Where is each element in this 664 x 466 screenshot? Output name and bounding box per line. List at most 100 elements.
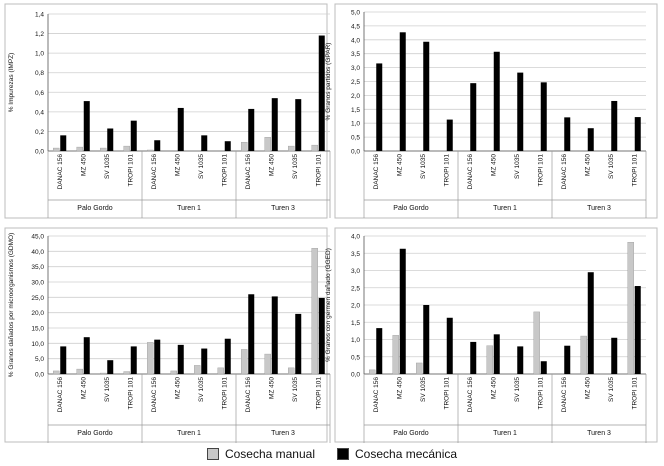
bar-mechanical	[399, 32, 406, 151]
bar-mechanical	[470, 341, 477, 374]
bar-mechanical	[470, 83, 477, 151]
bar-mechanical	[493, 51, 500, 152]
bar-mechanical	[517, 346, 524, 374]
x-tick-label: TROPI 101	[443, 377, 450, 410]
group-label: Turen 3	[271, 430, 295, 437]
x-tick-label: SV 1035	[608, 154, 615, 179]
bar-mechanical	[376, 63, 383, 151]
x-tick-label: SV 1035	[514, 154, 521, 179]
y-axis-title: % Granos con germen dañado (GGED)	[325, 248, 332, 362]
panel-frame	[334, 3, 658, 219]
x-tick-label: MZ 450	[396, 377, 403, 399]
x-tick-label: TROPI 101	[315, 377, 322, 410]
bar-mechanical	[564, 345, 571, 374]
bar-mechanical	[611, 337, 618, 374]
y-tick-label: 5,0	[35, 356, 44, 363]
legend-swatch-mech	[337, 448, 349, 460]
bar-mechanical	[154, 140, 161, 151]
y-tick-label: 3,0	[351, 65, 360, 72]
legend: Cosecha manual Cosecha mecánica	[0, 447, 664, 461]
bar-manual	[147, 149, 154, 152]
x-tick-label: MZ 450	[490, 377, 497, 399]
bar-mechanical	[154, 339, 161, 374]
group-label: Turen 3	[587, 430, 611, 437]
y-tick-label: 30,0	[31, 280, 44, 287]
x-tick-label: DANAC 156	[151, 377, 158, 413]
bar-mechanical	[295, 99, 302, 151]
legend-item-mech: Cosecha mecánica	[337, 447, 457, 461]
bar-mechanical	[517, 72, 524, 151]
y-tick-label: 0,0	[351, 372, 360, 379]
bar-manual	[533, 311, 540, 375]
y-tick-label: 10,0	[31, 341, 44, 348]
x-tick-label: DANAC 156	[245, 154, 252, 190]
x-tick-label: TROPI 101	[631, 154, 638, 187]
bar-manual	[486, 345, 493, 375]
group-label: Turen 1	[177, 430, 201, 437]
y-tick-label: 4,0	[351, 37, 360, 44]
bar-mechanical	[248, 294, 255, 374]
group-label: Palo Gordo	[393, 205, 429, 212]
bar-mechanical	[224, 141, 231, 151]
y-tick-label: 0,5	[351, 354, 360, 361]
bar-mechanical	[271, 296, 278, 374]
x-tick-label: SV 1035	[104, 154, 111, 179]
y-axis-title: % Impurezas (IMPZ)	[8, 53, 15, 113]
bar-manual	[264, 137, 271, 152]
x-tick-label: DANAC 156	[151, 154, 158, 190]
y-tick-label: 1,5	[351, 320, 360, 327]
bar-mechanical	[318, 35, 325, 151]
x-tick-label: TROPI 101	[537, 154, 544, 187]
group-label: Turen 1	[493, 205, 517, 212]
y-tick-label: 0,2	[35, 129, 44, 136]
x-tick-label: DANAC 156	[373, 154, 380, 190]
legend-item-manual: Cosecha manual	[206, 447, 315, 461]
x-tick-label: TROPI 101	[443, 154, 450, 187]
x-tick-label: TROPI 101	[221, 377, 228, 410]
bar-manual	[53, 370, 60, 375]
bar-mechanical	[564, 117, 571, 151]
bar-manual	[241, 349, 248, 375]
bar-mechanical	[634, 286, 641, 374]
y-tick-label: 40,0	[31, 249, 44, 256]
x-tick-label: SV 1035	[514, 377, 521, 402]
x-tick-label: SV 1035	[420, 154, 427, 179]
y-tick-label: 25,0	[31, 295, 44, 302]
bar-manual	[194, 365, 201, 375]
bar-mechanical	[60, 346, 67, 374]
x-tick-label: DANAC 156	[373, 377, 380, 413]
y-tick-label: 2,0	[351, 93, 360, 100]
bar-manual	[416, 362, 423, 375]
bar-mechanical	[201, 348, 208, 374]
bar-manual	[147, 342, 154, 375]
group-label: Turen 1	[493, 430, 517, 437]
legend-swatch-manual	[206, 448, 219, 460]
x-tick-label: DANAC 156	[467, 154, 474, 190]
bar-mechanical	[177, 344, 184, 374]
bar-mechanical	[634, 117, 641, 151]
y-tick-label: 20,0	[31, 310, 44, 317]
y-tick-label: 45,0	[31, 234, 44, 241]
bar-manual	[311, 248, 318, 375]
bar-mechanical	[130, 346, 137, 374]
y-tick-label: 2,5	[351, 79, 360, 86]
y-tick-label: 4,0	[351, 234, 360, 241]
x-tick-label: MZ 450	[174, 377, 181, 399]
bar-mechanical	[423, 305, 430, 374]
y-tick-label: 15,0	[31, 326, 44, 333]
y-tick-label: 0,5	[351, 135, 360, 142]
x-tick-label: TROPI 101	[537, 377, 544, 410]
x-tick-label: MZ 450	[174, 154, 181, 176]
bar-mechanical	[201, 135, 208, 151]
bar-manual	[311, 144, 318, 152]
y-tick-label: 0,8	[35, 70, 44, 77]
x-tick-label: DANAC 156	[57, 377, 64, 413]
bar-mechanical	[611, 100, 618, 151]
y-tick-label: 0,0	[35, 372, 44, 379]
panel-frame	[334, 227, 658, 443]
bar-mechanical	[177, 107, 184, 151]
bar-manual	[241, 141, 248, 152]
bar-manual	[100, 147, 107, 152]
bar-mechanical	[318, 297, 325, 374]
group-label: Turen 3	[271, 205, 295, 212]
